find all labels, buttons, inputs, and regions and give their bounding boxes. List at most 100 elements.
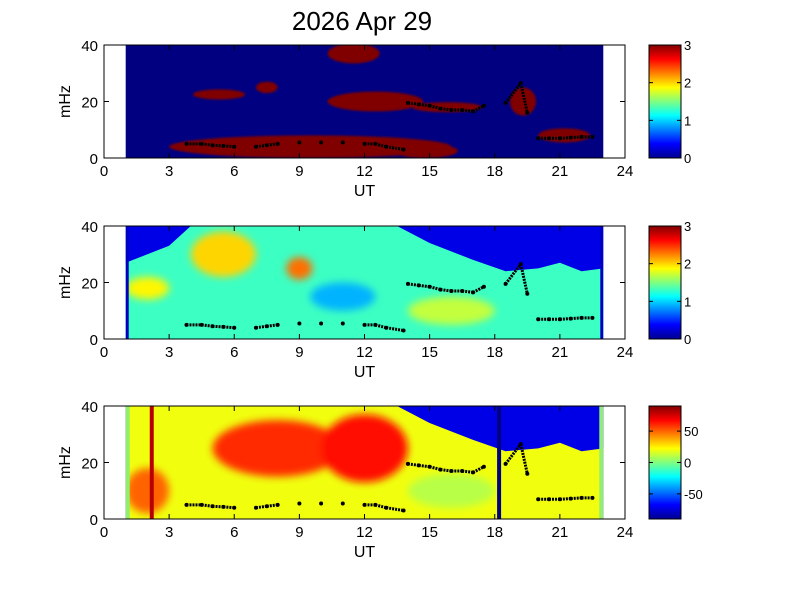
- x-tick-label: 18: [486, 163, 503, 180]
- trace-point-lower: [319, 321, 324, 326]
- trace-point-upper: [525, 110, 530, 115]
- x-tick-label: 12: [356, 524, 373, 541]
- y-tick-label: 40: [81, 219, 98, 236]
- y-tick-label: 0: [90, 512, 98, 529]
- colorbar-tick-label: 1: [684, 294, 691, 309]
- x-tick-label: 6: [230, 524, 238, 541]
- trace-point-upper: [481, 284, 486, 289]
- trace-point-lower: [232, 505, 237, 510]
- trace-point-lower: [340, 140, 345, 145]
- colorbar-tick-label: 3: [684, 219, 691, 234]
- heatmap-blob: [125, 468, 170, 514]
- trace-segment-upper: [472, 104, 485, 113]
- colorbar-tick-label: 2: [684, 76, 691, 91]
- x-tick-label: 0: [100, 163, 108, 180]
- x-axis-label: UT: [354, 544, 376, 561]
- heatmap-blob: [392, 143, 458, 158]
- colorbar-tick-label: 2: [684, 257, 691, 272]
- colorbar-gradient: [648, 44, 682, 159]
- trace-point-lower: [401, 328, 406, 333]
- y-axis-label: mHz: [57, 446, 74, 479]
- heatmap-vertical-line: [497, 406, 502, 519]
- trace-segment-upper: [504, 443, 522, 465]
- trace-point-lower: [297, 501, 302, 506]
- heatmap-blobs: [125, 231, 495, 325]
- trace-point-late: [590, 495, 595, 500]
- x-tick-label: 9: [295, 163, 303, 180]
- colorbar-gradient: [648, 405, 682, 520]
- trace-point-late: [590, 315, 595, 320]
- x-tick-label: 3: [165, 524, 173, 541]
- x-tick-label: 12: [356, 344, 373, 361]
- heatmap: [125, 406, 604, 519]
- colorbar: 0 1 2 3: [648, 219, 691, 347]
- trace-segment-upper: [472, 465, 485, 474]
- trace-segment-upper: [519, 443, 529, 475]
- colorbar: -50 0 50: [648, 405, 703, 520]
- heatmap-vertical-line: [149, 406, 154, 519]
- x-tick-label: 24: [617, 524, 634, 541]
- trace-point-upper: [481, 103, 486, 108]
- trace-point-lower: [232, 325, 237, 330]
- y-axis-label: mHz: [57, 85, 74, 118]
- trace-segment-upper: [519, 82, 529, 114]
- figure-title: 2026 Apr 29: [292, 6, 432, 36]
- x-tick-label: 21: [552, 163, 569, 180]
- heatmap-blob: [407, 296, 495, 325]
- x-axis-label: UT: [354, 183, 376, 200]
- heatmap-blob: [407, 473, 495, 508]
- heatmap-blobs: [125, 414, 495, 514]
- heatmap-blob: [310, 282, 376, 311]
- x-tick-label: 15: [421, 344, 438, 361]
- x-tick-label: 18: [486, 524, 503, 541]
- heatmap-blob: [212, 420, 343, 477]
- trace-point-lower: [232, 144, 237, 149]
- trace-point-lower: [319, 501, 324, 506]
- y-tick-label: 40: [81, 399, 98, 416]
- trace-point-upper: [525, 291, 530, 296]
- trace-point-lower: [340, 321, 345, 326]
- x-tick-label: 3: [165, 163, 173, 180]
- trace-point-lower: [275, 322, 280, 327]
- y-tick-label: 0: [90, 151, 98, 168]
- heatmap-blob: [169, 135, 452, 158]
- heatmap-blob: [538, 128, 591, 143]
- y-tick-label: 20: [81, 276, 98, 293]
- x-tick-label: 15: [421, 163, 438, 180]
- trace-point-lower: [319, 140, 324, 145]
- x-tick-label: 9: [295, 344, 303, 361]
- x-tick-label: 12: [356, 163, 373, 180]
- heatmap-blob: [286, 257, 313, 280]
- trace-point-lower: [401, 508, 406, 513]
- colorbar-tick-label: 1: [684, 113, 691, 128]
- trace-segment-upper: [519, 263, 529, 295]
- heatmap-blob: [125, 276, 170, 300]
- heatmap-edge: [599, 406, 604, 519]
- trace-point-upper: [481, 464, 486, 469]
- colorbar-gradient: [648, 225, 682, 340]
- heatmap-blob: [321, 414, 408, 483]
- panel-3: 0 3 6 9 12 15 18 21 24 0 20 40 UT mHz -50 0 50: [57, 399, 703, 561]
- heatmap-edge: [600, 226, 604, 339]
- x-tick-label: 6: [230, 163, 238, 180]
- colorbar: 0 1 2 3: [648, 38, 691, 166]
- x-axis-label: UT: [354, 364, 376, 381]
- x-tick-label: 0: [100, 344, 108, 361]
- x-tick-label: 9: [295, 524, 303, 541]
- colorbar-tick-label: 3: [684, 38, 691, 53]
- trace-point-lower: [340, 501, 345, 506]
- x-tick-label: 15: [421, 524, 438, 541]
- x-tick-label: 24: [617, 344, 634, 361]
- x-tick-label: 21: [552, 344, 569, 361]
- heatmap-blob: [190, 231, 256, 277]
- heatmap-edge: [125, 406, 130, 519]
- trace-point-lower: [275, 141, 280, 146]
- y-axis-label: mHz: [57, 266, 74, 299]
- trace-point-lower: [297, 321, 302, 326]
- y-tick-label: 20: [81, 456, 98, 473]
- x-tick-label: 18: [486, 344, 503, 361]
- heatmap: [125, 45, 604, 158]
- trace-point-lower: [401, 147, 406, 152]
